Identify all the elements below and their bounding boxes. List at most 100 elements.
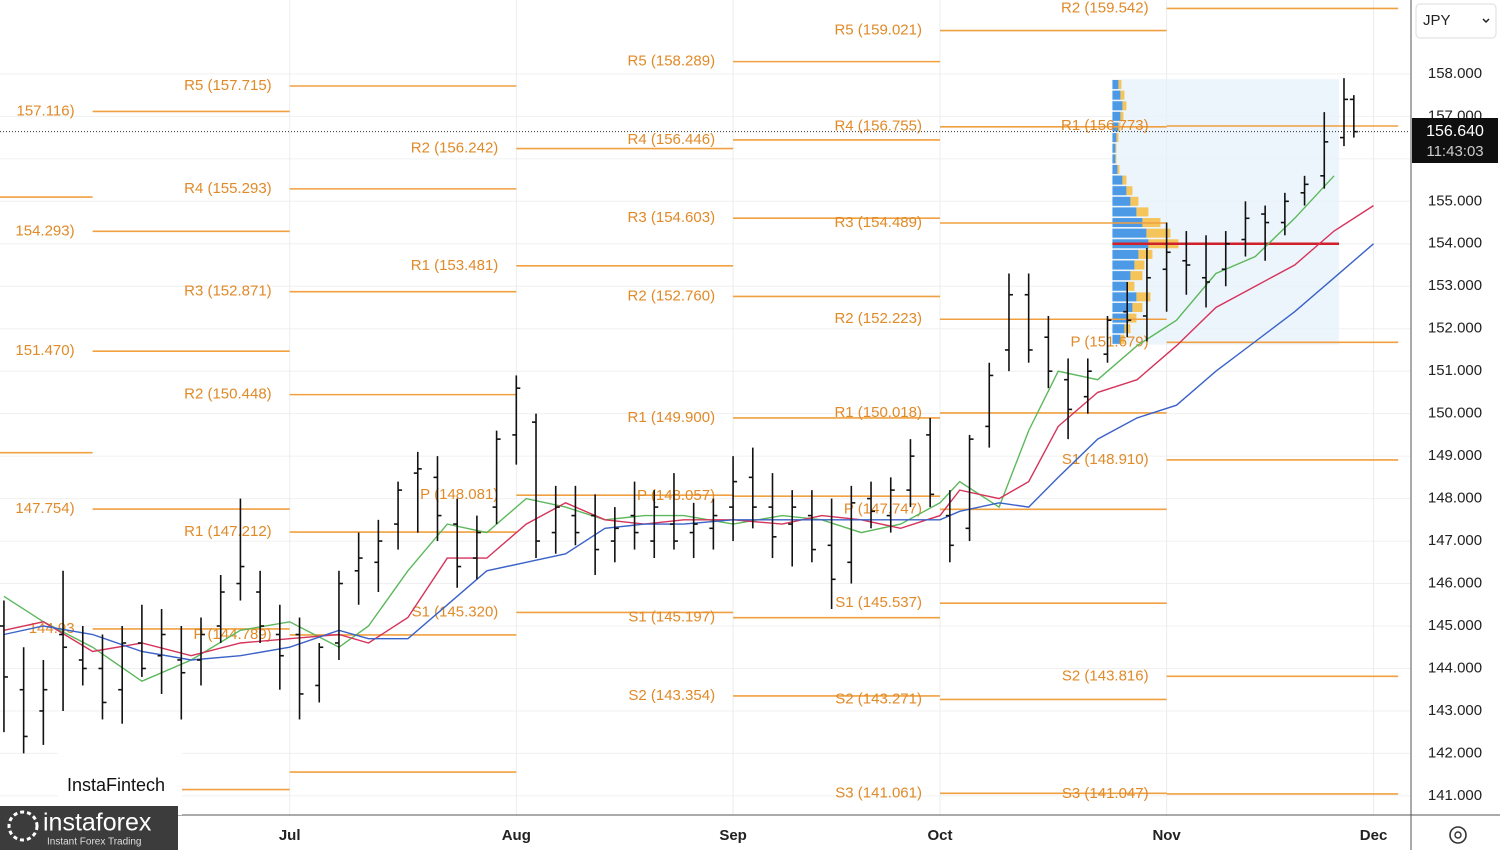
pivot-label: R1 (147.212)	[184, 523, 272, 540]
y-tick-label: 148.000	[1428, 490, 1482, 507]
profile-buy	[1112, 334, 1121, 344]
brand-box	[58, 748, 182, 815]
pivot-label: R1 (149.900)	[628, 409, 716, 426]
profile-sell	[1120, 334, 1125, 344]
profile-buy	[1112, 292, 1137, 302]
profile-buy	[1112, 281, 1127, 291]
x-tick-label: Dec	[1360, 827, 1388, 844]
settings-icon-core	[1454, 831, 1462, 839]
profile-buy	[1112, 154, 1116, 164]
plot-area: 157.116)154.293)151.470)147.754)144.931R…	[0, 0, 1410, 802]
y-tick-label: 149.000	[1428, 447, 1482, 464]
pivot-label: S2 (143.271)	[835, 690, 922, 707]
profile-sell	[1132, 302, 1143, 312]
countdown: 11:43:03	[1426, 143, 1483, 160]
settings-button[interactable]	[1449, 826, 1467, 844]
profile-buy	[1112, 313, 1129, 323]
y-tick-label: 150.000	[1428, 405, 1482, 422]
pivot-label: R4 (156.755)	[834, 118, 922, 135]
profile-sell	[1134, 260, 1145, 270]
y-tick-label: 145.000	[1428, 617, 1482, 634]
profile-sell	[1128, 313, 1137, 323]
pivot-label: R5 (158.289)	[628, 53, 716, 70]
pivot-label: R3 (154.489)	[834, 214, 922, 231]
y-tick-label: 154.000	[1428, 235, 1482, 252]
y-tick-label: 142.000	[1428, 744, 1482, 761]
pivot-label: S2 (143.354)	[628, 687, 715, 704]
currency-label[interactable]: JPY	[1423, 12, 1451, 29]
profile-sell	[1122, 101, 1127, 111]
profile-sell	[1138, 249, 1153, 259]
profile-buy	[1112, 186, 1127, 196]
profile-sell	[1130, 196, 1139, 206]
y-tick-label: 155.000	[1428, 192, 1482, 209]
pivot-label: 154.293)	[15, 222, 74, 239]
y-tick-label: 144.000	[1428, 659, 1482, 676]
profile-buy	[1112, 302, 1133, 312]
profile-buy	[1112, 90, 1121, 100]
profile-sell	[1136, 292, 1151, 302]
profile-buy	[1112, 111, 1121, 121]
y-tick-label: 152.000	[1428, 320, 1482, 337]
x-tick-label: Aug	[502, 827, 531, 844]
pivot-label: R2 (159.542)	[1061, 0, 1149, 16]
pivot-label: S1 (148.910)	[1062, 451, 1149, 468]
profile-buy	[1112, 207, 1137, 217]
profile-sell	[1115, 143, 1117, 153]
profile-sell	[1146, 228, 1171, 238]
x-tick-label: Sep	[719, 827, 747, 844]
x-tick-label: Oct	[927, 827, 952, 844]
profile-buy	[1112, 133, 1117, 143]
y-tick-label: 153.000	[1428, 277, 1482, 294]
pivot-label: R5 (157.715)	[184, 77, 272, 94]
grid	[0, 0, 1410, 815]
brand-text: InstaFintech	[67, 775, 165, 795]
profile-buy	[1112, 249, 1139, 259]
currency-box[interactable]	[1415, 3, 1497, 39]
pivot-label: 151.470)	[15, 342, 74, 359]
currency-select[interactable]: JPY	[1415, 3, 1497, 39]
caret	[1482, 18, 1490, 24]
pivot-label: R2 (152.760)	[628, 287, 716, 304]
profile-sell	[1136, 207, 1149, 217]
pivot-label: R1 (156.773)	[1061, 117, 1149, 134]
pivot-label: R1 (153.481)	[411, 257, 499, 274]
pivot-label: R1 (150.018)	[834, 404, 922, 421]
profile-buy	[1112, 175, 1123, 185]
price-badge-bg	[1412, 118, 1498, 163]
profile-sell	[1126, 186, 1133, 196]
pivot-label: R4 (156.446)	[628, 131, 716, 148]
x-tick-label: Nov	[1152, 827, 1181, 844]
profile-sell	[1118, 80, 1122, 90]
y-tick-label: 147.000	[1428, 532, 1482, 549]
pivot-label: S2 (143.816)	[1062, 667, 1149, 684]
profile-buy	[1112, 143, 1116, 153]
logo-text: instaforex	[43, 809, 152, 837]
profile-sell	[1117, 164, 1120, 174]
profile-sell	[1120, 90, 1125, 100]
logo: instaforex Instant Forex Trading	[0, 806, 178, 850]
settings-icon[interactable]	[1449, 826, 1467, 844]
y-tick-label: 141.000	[1428, 787, 1482, 804]
pivot-label: S3 (141.047)	[1062, 785, 1149, 802]
pivot-label: S1 (145.320)	[412, 603, 499, 620]
price-badge: 156.640 11:43:03	[1412, 118, 1498, 163]
profile-buy	[1112, 101, 1123, 111]
profile-sell	[1122, 175, 1127, 185]
pivot-label: S3 (141.061)	[835, 784, 922, 801]
profile-sell	[1116, 133, 1119, 143]
y-tick-label: 151.000	[1428, 362, 1482, 379]
pivot-label: P (148.057)	[637, 487, 715, 504]
profile-sell	[1120, 111, 1124, 121]
pivot-label: 147.754)	[15, 500, 74, 517]
profile-sell	[1130, 271, 1143, 281]
y-tick-label: 158.000	[1428, 65, 1482, 82]
pivot-label: P (151.679)	[1070, 333, 1148, 350]
profile-buy	[1112, 271, 1131, 281]
profile-buy	[1112, 228, 1147, 238]
pivot-label: R3 (154.603)	[628, 209, 716, 226]
y-tick-label: 143.000	[1428, 702, 1482, 719]
last-price-label: 156.640	[1426, 123, 1484, 140]
pivot-label: 157.116)	[17, 102, 75, 119]
logo-icon	[7, 810, 39, 842]
